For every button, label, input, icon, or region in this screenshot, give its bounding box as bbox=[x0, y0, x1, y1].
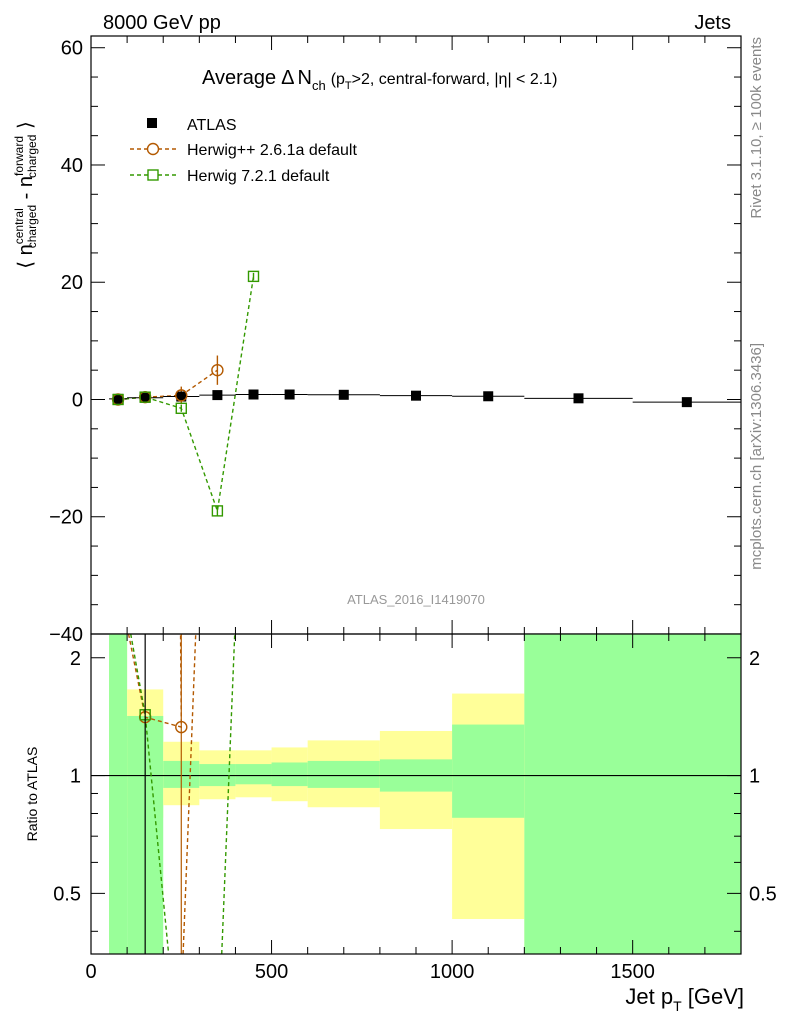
herwigpp-ratio-marker bbox=[175, 720, 188, 734]
jets-label: Jets bbox=[694, 12, 731, 34]
ratio-panel-ticks: 0.5 0.5 1 1 2 2 0 500 1000 1500 bbox=[53, 634, 777, 983]
main-ytick-label: −20 bbox=[49, 507, 83, 529]
legend-atlas-marker bbox=[147, 118, 157, 128]
ratio-ytick-label-right: 0.5 bbox=[749, 883, 777, 905]
main-ytick-label: −40 bbox=[49, 624, 83, 646]
herwigpp-ratio-line bbox=[127, 633, 182, 729]
mcplots-source-label: mcplots.cern.ch [arXiv:1306.3436] bbox=[748, 343, 765, 570]
main-panel-series bbox=[109, 270, 741, 517]
main-ytick-label: 60 bbox=[61, 38, 83, 60]
xtick-label: 1500 bbox=[610, 961, 655, 983]
ratio-band-green bbox=[235, 764, 272, 785]
herwig7-marker bbox=[175, 402, 187, 414]
main-panel-ticks: −40 −20 0 20 40 60 bbox=[49, 36, 742, 646]
legend-atlas-label: ATLAS bbox=[187, 117, 237, 134]
ratio-y-axis-label: Ratio to ATLAS bbox=[24, 747, 40, 842]
atlas-data-point bbox=[411, 390, 421, 401]
herwigpp-marker bbox=[175, 389, 188, 402]
legend: ATLAS Herwig++ 2.6.1a default Herwig 7.2… bbox=[130, 117, 357, 185]
herwigpp-marker bbox=[211, 363, 224, 377]
main-ytick-label: 0 bbox=[72, 389, 83, 411]
atlas-data-point bbox=[176, 391, 187, 402]
ratio-ytick-label-right: 2 bbox=[749, 648, 760, 670]
ratio-ytick-label-right: 1 bbox=[749, 766, 760, 788]
atlas-data-point bbox=[573, 393, 584, 404]
atlas-data-point bbox=[248, 389, 259, 400]
ratio-band-green bbox=[452, 724, 525, 818]
ratio-band-green bbox=[524, 634, 741, 954]
main-ytick-label: 20 bbox=[61, 272, 83, 294]
analysis-watermark: ATLAS_2016_I1419070 bbox=[347, 592, 485, 607]
herwig7-marker bbox=[139, 391, 151, 403]
atlas-data-point bbox=[140, 392, 151, 403]
herwig7-marker bbox=[247, 270, 260, 283]
atlas-data-point bbox=[212, 390, 223, 401]
herwig7-marker bbox=[211, 505, 224, 517]
atlas-data-point bbox=[483, 391, 494, 402]
legend-herwig7-label: Herwig 7.2.1 default bbox=[187, 168, 330, 185]
herwig7-ratio-line-segment bbox=[221, 633, 236, 955]
ratio-band-green bbox=[271, 762, 308, 787]
atlas-data-point bbox=[681, 397, 692, 408]
ratio-panel-bands bbox=[91, 634, 741, 954]
ratio-band-green bbox=[109, 634, 128, 954]
atlas-data-point bbox=[338, 389, 349, 400]
x-axis-label: Jet pT [GeV] bbox=[625, 984, 744, 1014]
ratio-ytick-label: 1 bbox=[70, 766, 81, 788]
ratio-band-green bbox=[307, 760, 380, 788]
xtick-label: 500 bbox=[255, 961, 288, 983]
main-y-axis-label: ⟨ ncentralcharged - nforwardcharged ⟩ bbox=[12, 121, 39, 269]
collision-label: 8000 GeV pp bbox=[103, 12, 221, 34]
legend-herwig7-marker bbox=[147, 169, 159, 181]
legend-herwigpp-marker bbox=[146, 142, 160, 156]
herwig7-marker bbox=[112, 393, 124, 406]
legend-herwigpp-label: Herwig++ 2.6.1a default bbox=[187, 142, 357, 159]
ratio-panel-series bbox=[127, 633, 236, 955]
main-ytick-label: 40 bbox=[61, 155, 83, 177]
xtick-label: 0 bbox=[85, 961, 96, 983]
ratio-panel-frame bbox=[90, 633, 742, 955]
xtick-label: 1000 bbox=[430, 961, 475, 983]
ratio-ytick-label: 0.5 bbox=[53, 883, 81, 905]
herwigpp-ratio-line-segment bbox=[182, 633, 197, 955]
rivet-version-label: Rivet 3.1.10, ≥ 100k events bbox=[748, 37, 765, 219]
main-title: Average Δ Nch (pT>2, central-forward, |η| <… bbox=[202, 67, 557, 93]
atlas-data-point bbox=[284, 389, 295, 400]
ratio-ytick-label: 2 bbox=[70, 648, 81, 670]
atlas-data-point bbox=[113, 393, 124, 404]
